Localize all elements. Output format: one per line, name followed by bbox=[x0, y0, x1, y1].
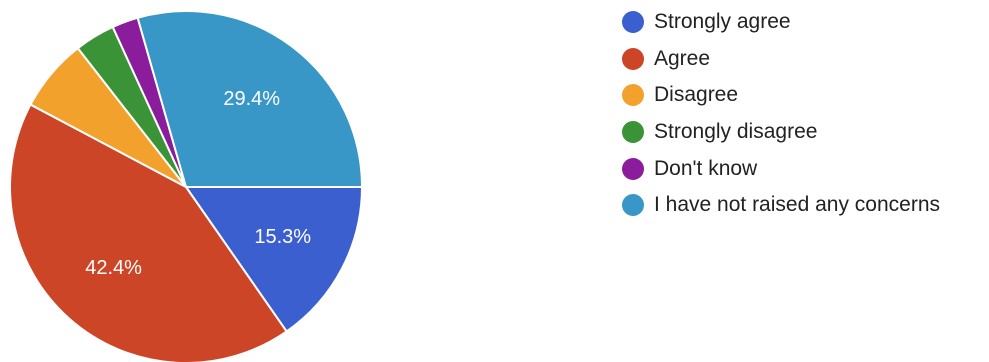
legend-label-strongly-agree: Strongly agree bbox=[654, 10, 791, 34]
slice-label-strongly-agree: 15.3% bbox=[254, 226, 311, 248]
pie-slice-agree[interactable] bbox=[9, 103, 289, 362]
pie-slice-strongly-agree[interactable] bbox=[184, 186, 364, 333]
legend-label-agree: Agree bbox=[654, 46, 711, 70]
slice-label-agree: 42.4% bbox=[85, 257, 142, 279]
legend-item-agree[interactable]: Agree bbox=[622, 41, 940, 78]
legend-swatch-agree bbox=[622, 47, 644, 70]
legend-label-disagree: Disagree bbox=[654, 83, 739, 107]
legend-swatch-dont-know bbox=[622, 157, 644, 180]
slice-label-i-have-not-raised-any-concerns: 29.4% bbox=[223, 88, 280, 110]
legend-swatch-strongly-agree bbox=[622, 11, 644, 34]
legend-swatch-not-raised-concerns bbox=[622, 194, 644, 217]
legend-swatch-disagree bbox=[622, 84, 644, 107]
legend: Strongly agree Agree Disagree Strongly d… bbox=[622, 4, 940, 224]
legend-item-strongly-agree[interactable]: Strongly agree bbox=[622, 4, 940, 41]
legend-label-dont-know: Don't know bbox=[654, 156, 758, 180]
legend-item-not-raised-concerns[interactable]: I have not raised any concerns bbox=[622, 187, 940, 224]
legend-item-dont-know[interactable]: Don't know bbox=[622, 150, 940, 187]
pie-slice-i-have-not-raised-any-concerns[interactable] bbox=[136, 10, 364, 188]
legend-item-disagree[interactable]: Disagree bbox=[622, 77, 940, 114]
legend-label-strongly-disagree: Strongly disagree bbox=[654, 120, 818, 144]
legend-label-not-raised-concerns: I have not raised any concerns bbox=[654, 193, 941, 217]
legend-item-strongly-disagree[interactable]: Strongly disagree bbox=[622, 114, 940, 151]
legend-swatch-strongly-disagree bbox=[622, 121, 644, 144]
